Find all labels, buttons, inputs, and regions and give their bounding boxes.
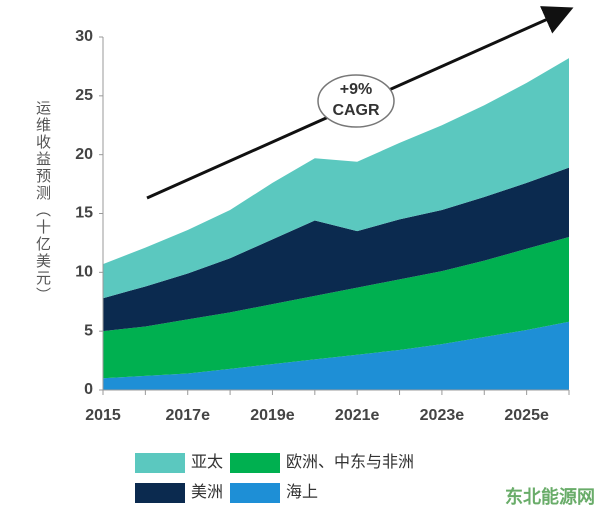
- legend-label: 美洲: [191, 483, 223, 501]
- x-tick-label: 2021e: [335, 407, 380, 424]
- x-tick-label: 2023e: [420, 407, 465, 424]
- y-tick-label: 20: [75, 146, 93, 163]
- watermark: 东北能源网: [505, 486, 595, 507]
- legend-label: 亚太: [191, 453, 223, 471]
- legend-swatch: [135, 453, 185, 473]
- y-axis-label: 运维收益预测（十亿美元）: [34, 100, 51, 304]
- area: [103, 321, 569, 390]
- x-tick-label: 2025e: [504, 407, 549, 424]
- y-tick-label: 0: [84, 381, 93, 398]
- legend-swatch: [230, 453, 280, 473]
- area: [103, 58, 569, 299]
- annotation: CAGR: [332, 102, 380, 119]
- x-tick-label: 2019e: [250, 407, 295, 424]
- x-tick-label: 2015: [85, 407, 121, 424]
- legend-swatch: [135, 483, 185, 503]
- y-tick-label: 5: [84, 322, 93, 339]
- y-tick-label: 15: [75, 205, 93, 222]
- legend-label: 海上: [286, 483, 318, 501]
- area: [103, 167, 569, 332]
- y-tick-label: 30: [75, 28, 93, 45]
- cagr-bubble: [317, 74, 395, 128]
- annotation: +9%: [340, 81, 372, 98]
- y-tick-label: 25: [75, 87, 93, 104]
- areas: [103, 58, 569, 390]
- area: [103, 237, 569, 379]
- legend-swatch: [230, 483, 280, 503]
- legend-label: 欧洲、中东与非洲: [286, 453, 414, 471]
- x-tick-label: 2017e: [165, 407, 210, 424]
- y-tick-label: 10: [75, 264, 93, 281]
